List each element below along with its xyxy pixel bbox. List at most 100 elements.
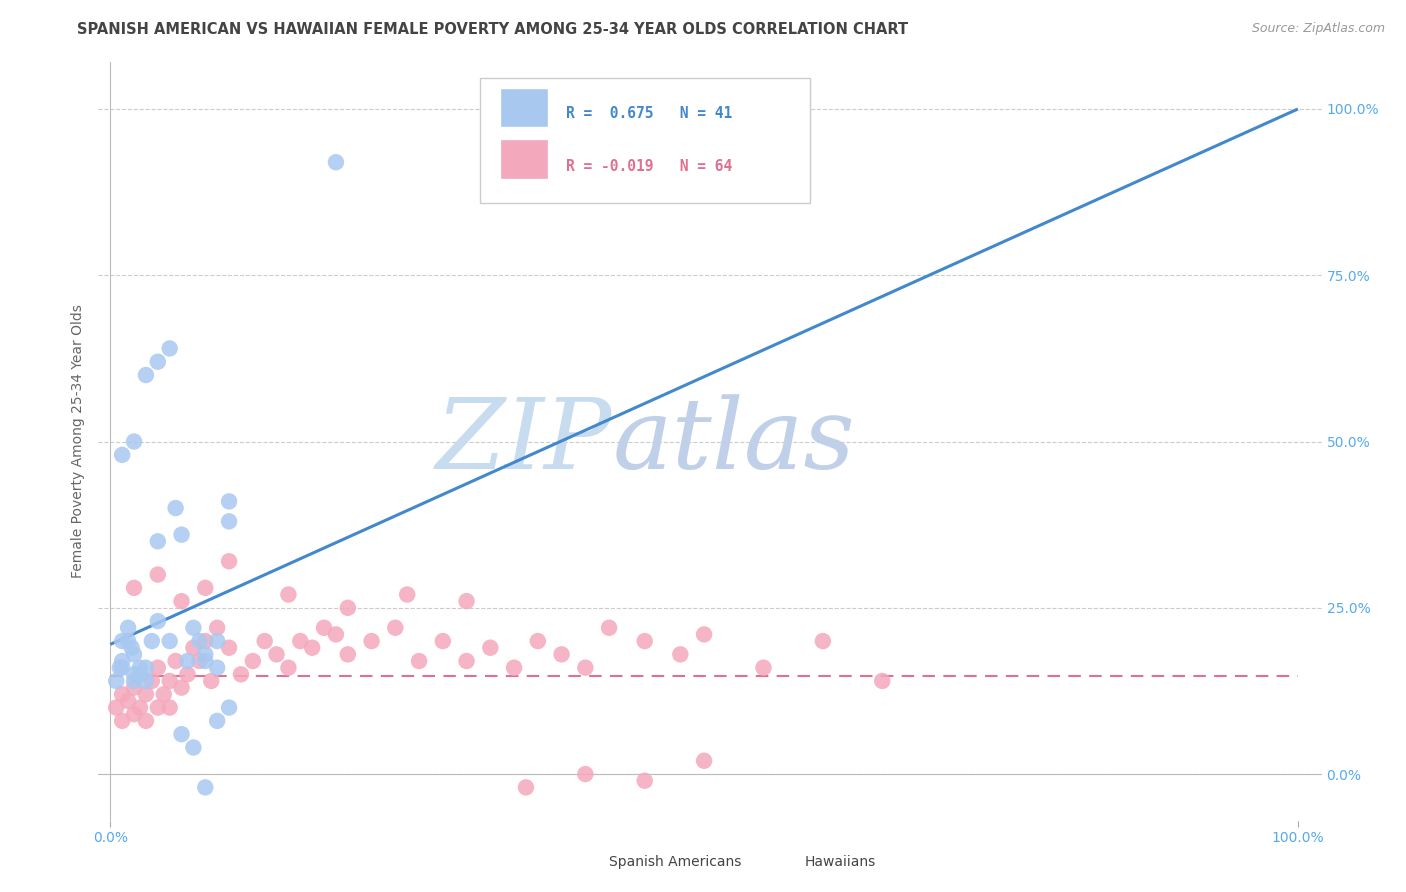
- Point: [218, 494, 240, 508]
- Point: [117, 634, 139, 648]
- Point: [122, 707, 145, 722]
- Point: [122, 434, 145, 449]
- Point: [165, 501, 187, 516]
- Point: [170, 594, 193, 608]
- Point: [503, 661, 526, 675]
- Point: [135, 714, 157, 728]
- Point: [456, 594, 478, 608]
- Text: R = -0.019   N = 64: R = -0.019 N = 64: [565, 159, 733, 174]
- Point: [135, 673, 157, 688]
- Point: [111, 714, 134, 728]
- Point: [360, 634, 382, 648]
- Point: [752, 661, 775, 675]
- Point: [229, 667, 252, 681]
- Point: [108, 661, 131, 675]
- Point: [396, 587, 419, 601]
- Bar: [569, 853, 600, 871]
- Point: [194, 654, 217, 668]
- Bar: [501, 140, 547, 178]
- Point: [527, 634, 550, 648]
- Point: [194, 648, 217, 662]
- Point: [290, 634, 312, 648]
- Point: [188, 634, 211, 648]
- Point: [301, 640, 323, 655]
- Point: [165, 654, 187, 668]
- Point: [205, 661, 228, 675]
- Point: [336, 648, 359, 662]
- Point: [574, 767, 596, 781]
- Point: [183, 640, 205, 655]
- Point: [159, 673, 181, 688]
- Bar: [765, 853, 796, 871]
- Point: [176, 667, 198, 681]
- Y-axis label: Female Poverty Among 25-34 Year Olds: Female Poverty Among 25-34 Year Olds: [70, 304, 84, 579]
- Point: [336, 600, 359, 615]
- Point: [170, 527, 193, 541]
- Point: [456, 654, 478, 668]
- Text: atlas: atlas: [612, 394, 855, 489]
- Point: [152, 687, 174, 701]
- Point: [176, 654, 198, 668]
- Point: [146, 661, 169, 675]
- Point: [200, 673, 222, 688]
- Point: [218, 554, 240, 568]
- Point: [111, 661, 134, 675]
- Point: [159, 700, 181, 714]
- Point: [105, 700, 128, 714]
- Point: [121, 640, 143, 655]
- Point: [194, 780, 217, 795]
- Point: [111, 687, 134, 701]
- Point: [205, 634, 228, 648]
- Point: [188, 654, 211, 668]
- Point: [634, 773, 657, 788]
- Text: Spanish Americans: Spanish Americans: [609, 855, 741, 870]
- Point: [218, 514, 240, 528]
- Point: [135, 368, 157, 382]
- Point: [146, 700, 169, 714]
- Point: [159, 342, 181, 356]
- Point: [135, 687, 157, 701]
- Point: [693, 754, 716, 768]
- Point: [146, 355, 169, 369]
- Text: Source: ZipAtlas.com: Source: ZipAtlas.com: [1251, 22, 1385, 36]
- Point: [384, 621, 406, 635]
- Text: Hawaiians: Hawaiians: [804, 855, 876, 870]
- Point: [218, 640, 240, 655]
- Point: [111, 634, 134, 648]
- Point: [170, 727, 193, 741]
- Point: [117, 694, 139, 708]
- Point: [194, 634, 217, 648]
- Point: [312, 621, 335, 635]
- Text: R =  0.675   N = 41: R = 0.675 N = 41: [565, 105, 733, 120]
- Point: [122, 673, 145, 688]
- Point: [325, 155, 347, 169]
- Bar: [501, 88, 547, 126]
- Point: [146, 534, 169, 549]
- Point: [122, 581, 145, 595]
- Point: [194, 581, 217, 595]
- Point: [122, 681, 145, 695]
- Point: [129, 700, 152, 714]
- Point: [693, 627, 716, 641]
- Point: [122, 648, 145, 662]
- Point: [135, 661, 157, 675]
- FancyBboxPatch shape: [479, 78, 810, 202]
- Point: [266, 648, 288, 662]
- Point: [111, 448, 134, 462]
- Point: [170, 681, 193, 695]
- Point: [146, 614, 169, 628]
- Point: [479, 640, 502, 655]
- Point: [598, 621, 620, 635]
- Point: [111, 654, 134, 668]
- Point: [550, 648, 572, 662]
- Point: [253, 634, 276, 648]
- Point: [205, 714, 228, 728]
- Text: ZIP: ZIP: [436, 394, 612, 489]
- Point: [432, 634, 454, 648]
- Point: [574, 661, 596, 675]
- Point: [218, 700, 240, 714]
- Point: [159, 634, 181, 648]
- Point: [669, 648, 692, 662]
- Point: [105, 673, 128, 688]
- Text: SPANISH AMERICAN VS HAWAIIAN FEMALE POVERTY AMONG 25-34 YEAR OLDS CORRELATION CH: SPANISH AMERICAN VS HAWAIIAN FEMALE POVE…: [77, 22, 908, 37]
